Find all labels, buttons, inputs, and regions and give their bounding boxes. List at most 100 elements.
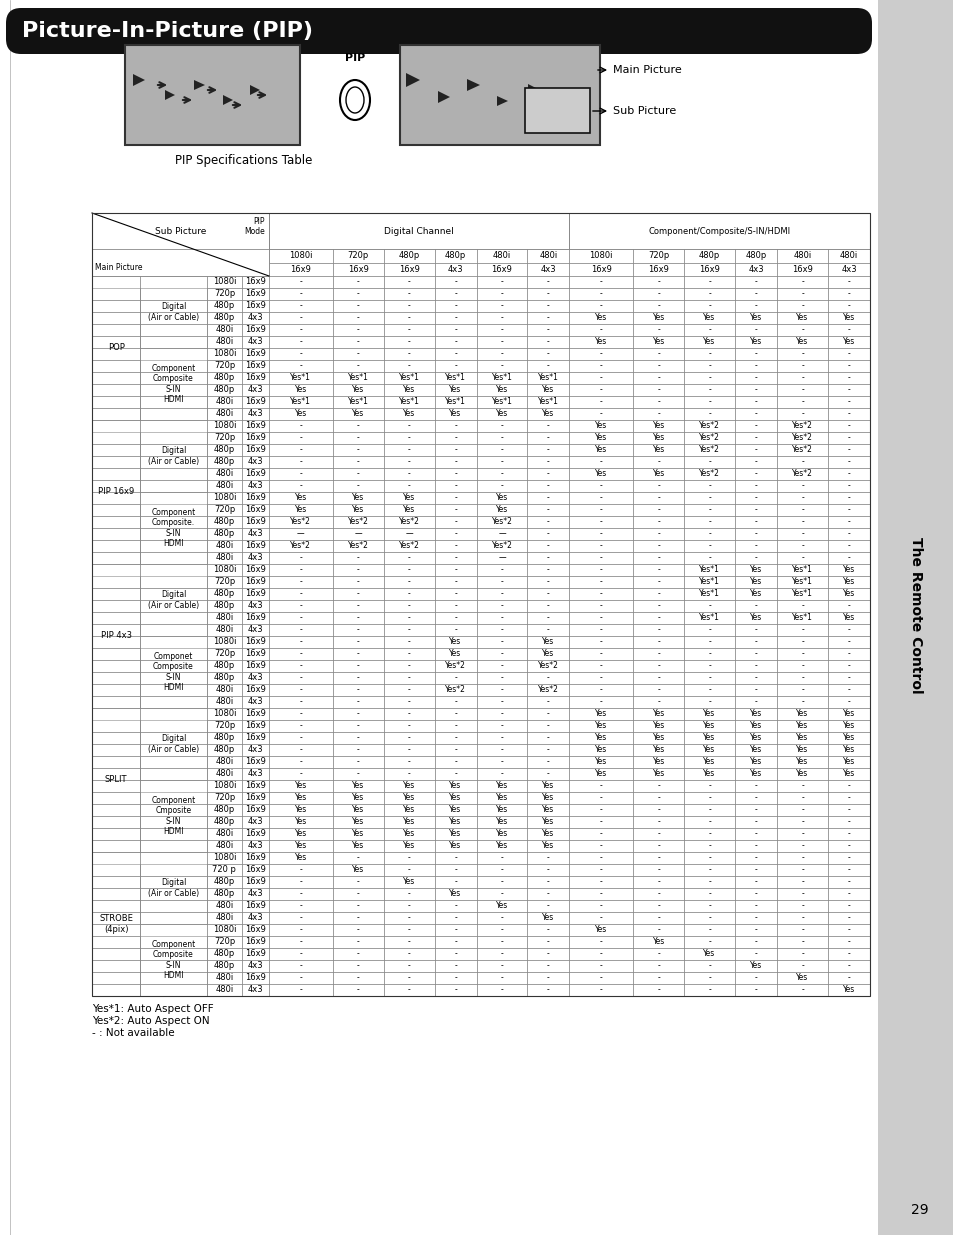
Text: Yes: Yes [749, 614, 761, 622]
Text: Yes*2: Yes*2 [791, 446, 812, 454]
Bar [207, 600, 242, 613]
Text: -: - [407, 337, 410, 347]
Bar [683, 408, 734, 420]
Bar [734, 659, 777, 672]
Bar [242, 529, 269, 540]
Bar [269, 636, 333, 648]
Bar [207, 504, 242, 516]
Bar [242, 336, 269, 348]
Bar [207, 852, 242, 864]
Bar [140, 348, 207, 420]
Bar [569, 420, 633, 432]
Bar [269, 708, 333, 720]
Text: -: - [356, 457, 359, 467]
Text: -: - [657, 698, 659, 706]
Bar [269, 756, 333, 768]
Bar [633, 924, 683, 936]
Text: Yes: Yes [595, 433, 607, 442]
Bar [207, 972, 242, 984]
Bar [207, 432, 242, 445]
Bar [269, 420, 333, 432]
Bar [434, 743, 476, 756]
Bar [333, 504, 383, 516]
Bar [527, 600, 569, 613]
Text: -: - [657, 866, 659, 874]
Bar [140, 540, 207, 552]
Bar [140, 396, 207, 408]
Text: -: - [356, 914, 359, 923]
Bar [527, 876, 569, 888]
Bar [91, 911, 140, 924]
Text: -: - [707, 505, 710, 515]
Bar [333, 792, 383, 804]
Text: Digital
(Air or Cable): Digital (Air or Cable) [148, 735, 199, 753]
Bar [827, 468, 869, 480]
Bar [476, 756, 527, 768]
Bar [242, 420, 269, 432]
Bar [207, 372, 242, 384]
Bar [777, 781, 827, 792]
Bar [633, 312, 683, 324]
Bar [734, 840, 777, 852]
Bar [269, 480, 333, 492]
Text: -: - [846, 973, 849, 983]
Text: -: - [801, 362, 803, 370]
Bar [269, 659, 333, 672]
Bar [242, 900, 269, 911]
Text: -: - [299, 278, 302, 287]
Bar [476, 840, 527, 852]
Bar [734, 540, 777, 552]
Text: -: - [500, 878, 503, 887]
Bar [527, 659, 569, 672]
Text: -: - [546, 889, 549, 899]
Bar [242, 624, 269, 636]
Bar [527, 936, 569, 948]
Bar [242, 468, 269, 480]
Bar [734, 876, 777, 888]
Bar [91, 445, 140, 456]
Bar [777, 672, 827, 684]
Bar [633, 984, 683, 995]
Bar [207, 984, 242, 995]
Bar [734, 384, 777, 396]
Text: -: - [599, 902, 602, 910]
Text: Yes: Yes [402, 385, 415, 394]
Bar [476, 324, 527, 336]
Text: -: - [299, 301, 302, 310]
Bar [333, 781, 383, 792]
Bar [777, 456, 827, 468]
Bar [777, 300, 827, 312]
Bar [827, 324, 869, 336]
Bar [734, 960, 777, 972]
Bar [527, 445, 569, 456]
Bar [633, 359, 683, 372]
Bar [633, 613, 683, 624]
Bar [207, 697, 242, 708]
Text: 16x9: 16x9 [245, 398, 266, 406]
Bar [434, 648, 476, 659]
Text: Yes: Yes [702, 734, 715, 742]
Text: -: - [500, 601, 503, 610]
Bar [140, 924, 207, 995]
Text: Yes: Yes [402, 830, 415, 839]
Bar [633, 876, 683, 888]
Bar [633, 492, 683, 504]
Text: -: - [454, 973, 456, 983]
Bar [569, 684, 633, 697]
Text: -: - [599, 685, 602, 694]
Bar [476, 529, 527, 540]
Text: -: - [707, 937, 710, 946]
Bar [91, 911, 140, 924]
Text: -: - [299, 469, 302, 478]
Bar [207, 840, 242, 852]
Bar [476, 781, 527, 792]
Bar [242, 743, 269, 756]
Bar [333, 648, 383, 659]
Bar [269, 720, 333, 732]
Bar [633, 552, 683, 564]
Bar [569, 529, 633, 540]
Bar [734, 588, 777, 600]
Text: -: - [754, 541, 757, 551]
Text: Component
Composite
S-IN
HDMI: Component Composite S-IN HDMI [152, 940, 195, 981]
Text: -: - [299, 914, 302, 923]
